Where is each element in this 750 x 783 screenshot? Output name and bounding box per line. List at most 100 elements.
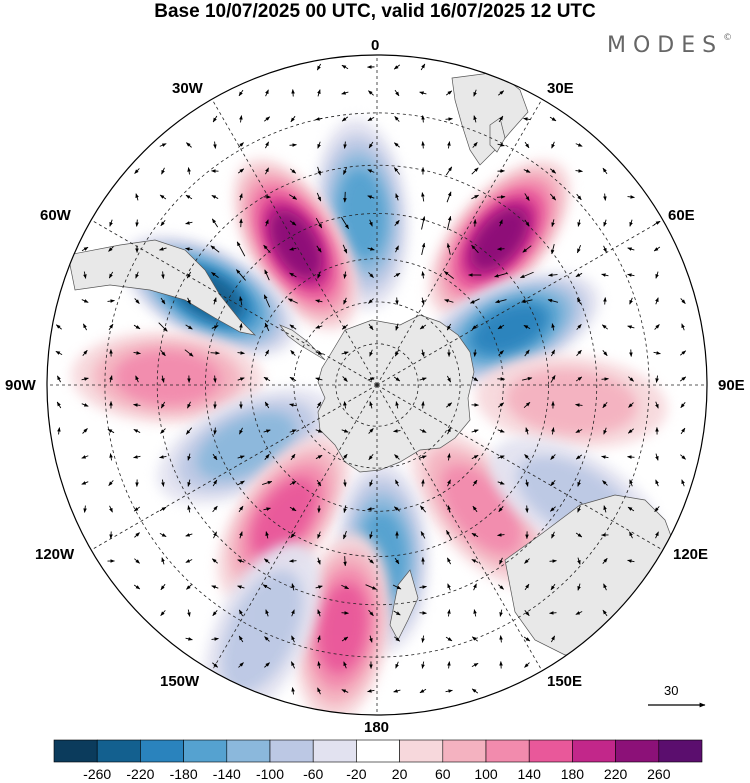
wind-vector — [109, 453, 113, 461]
wind-vector — [627, 195, 635, 199]
wind-vector — [499, 219, 503, 227]
wind-vector — [341, 611, 349, 615]
wind-vector — [603, 505, 607, 513]
wind-vector — [627, 455, 635, 459]
wind-vector — [525, 505, 529, 513]
wind-vector — [133, 455, 141, 459]
wind-vector — [238, 142, 244, 148]
colorbar-tick-label: 20 — [391, 766, 408, 782]
wind-vector — [317, 661, 321, 669]
wind-vector — [238, 609, 244, 617]
wind-vector — [576, 244, 582, 254]
meridian-60 — [376, 219, 663, 386]
anomaly-contour-neg-lon-110w-100 — [197, 412, 296, 480]
wind-vector — [494, 272, 508, 278]
wind-vector — [264, 401, 270, 409]
wind-vector — [368, 298, 374, 304]
lon-label-150e: 150E — [547, 673, 583, 690]
wind-vector — [134, 168, 140, 174]
wind-vector — [185, 559, 193, 563]
wind-vector — [289, 220, 297, 226]
wind-vector — [421, 349, 425, 357]
wind-vector — [211, 637, 219, 641]
wind-vector — [211, 325, 219, 329]
wind-vector — [212, 479, 218, 487]
wind-vector — [161, 557, 165, 565]
meridian-240 — [91, 384, 378, 551]
colorbar-tick-label: -140 — [212, 766, 241, 782]
wind-vector — [160, 297, 166, 305]
wind-vector — [421, 242, 426, 256]
wind-vector — [133, 403, 141, 407]
wind-vector — [239, 193, 243, 201]
wind-vector — [395, 401, 399, 409]
wind-vector — [108, 246, 114, 252]
copyright-mark: © — [723, 33, 733, 43]
wind-vector — [239, 427, 243, 435]
wind-vector — [575, 169, 583, 173]
wind-vector — [421, 635, 425, 643]
wind-vector — [473, 583, 477, 591]
wind-vector — [368, 323, 374, 331]
wind-vector — [135, 271, 139, 279]
wind-vector — [316, 63, 322, 71]
wind-vector — [185, 247, 193, 251]
wind-vector — [602, 350, 608, 357]
wind-vector — [317, 141, 321, 149]
wind-vector — [262, 584, 272, 590]
wind-vector — [393, 64, 401, 70]
wind-vector — [315, 325, 323, 329]
wind-vector — [265, 167, 269, 175]
wind-vector — [160, 583, 166, 591]
colorbar-swatch — [485, 739, 530, 763]
wind-vector — [655, 375, 659, 383]
wind-vector — [603, 427, 607, 435]
wind-vector — [550, 454, 556, 460]
wind-vector — [680, 427, 686, 435]
wind-vector — [315, 351, 323, 355]
wind-vector — [601, 273, 609, 277]
wind-vector — [108, 480, 114, 486]
wind-vector — [394, 116, 400, 122]
wind-vector — [395, 245, 399, 253]
wind-vector — [135, 219, 139, 227]
wind-vector — [83, 323, 87, 331]
wind-vector — [133, 584, 141, 590]
wind-vector — [576, 349, 582, 357]
wind-vector — [497, 247, 505, 251]
wind-vector — [603, 583, 607, 591]
wind-vector — [393, 272, 401, 278]
wind-vector — [575, 429, 583, 433]
lon-label-30e: 30E — [547, 80, 574, 97]
wind-vector — [627, 428, 634, 434]
colorbar-tick-label: -20 — [346, 766, 367, 782]
modes-logo: MODES© — [607, 33, 732, 58]
wind-vector — [655, 271, 659, 279]
lon-label-90w: 90W — [5, 377, 36, 394]
wind-vector — [317, 166, 321, 176]
wind-vector — [419, 611, 427, 615]
wind-vector — [264, 662, 270, 668]
wind-vector — [289, 194, 298, 200]
wind-vector — [341, 636, 349, 642]
wind-vector — [577, 505, 581, 513]
wind-vector — [213, 375, 217, 383]
wind-vector — [471, 324, 478, 330]
wind-vector — [264, 116, 271, 122]
wind-vector — [551, 141, 555, 149]
wind-vector — [523, 401, 531, 409]
wind-vector — [471, 376, 479, 382]
wind-vector — [577, 479, 581, 487]
wind-vector — [419, 324, 427, 330]
latitude-circle-80s — [335, 343, 419, 427]
wind-vector — [287, 298, 298, 304]
wind-vector — [210, 245, 220, 253]
wind-vector — [627, 506, 635, 512]
wind-vector — [81, 455, 89, 459]
wind-vector — [289, 559, 297, 563]
wind-vector — [239, 218, 243, 228]
wind-vector — [291, 89, 295, 97]
wind-vector — [317, 557, 321, 565]
wind-vector — [603, 193, 607, 201]
